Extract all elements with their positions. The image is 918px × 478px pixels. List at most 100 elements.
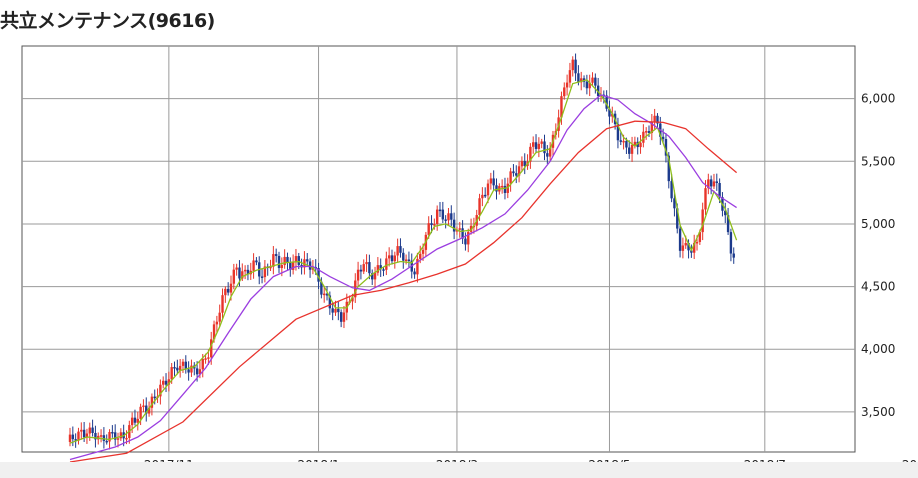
candle-body — [639, 142, 642, 148]
candle-body — [664, 138, 668, 156]
y-tick-label: 4,500 — [861, 280, 895, 294]
candle-body — [427, 223, 430, 235]
candle-body — [419, 253, 422, 259]
candle-body — [532, 142, 535, 147]
grid-lines — [22, 46, 855, 452]
candle-body — [619, 140, 622, 142]
candle-body — [241, 271, 244, 279]
candle-body — [108, 432, 111, 442]
candle-body — [325, 293, 329, 296]
candle-body — [130, 417, 134, 426]
candle-body — [150, 396, 154, 408]
candle-body — [452, 219, 456, 232]
candle-body — [255, 260, 258, 263]
candle-body — [297, 256, 300, 265]
candle-body — [308, 261, 312, 270]
candle-body — [467, 231, 470, 245]
y-tick-label: 6,000 — [861, 92, 895, 106]
candle-body — [478, 198, 481, 216]
candle-body — [164, 380, 168, 385]
candle-body — [435, 209, 439, 225]
candle-body — [354, 280, 357, 298]
candle-body — [523, 161, 526, 166]
candle-body — [133, 417, 137, 423]
candle-body — [317, 268, 320, 282]
candle-body — [616, 124, 620, 141]
candle-body — [246, 269, 250, 275]
candle-body — [113, 432, 117, 440]
candle-body — [560, 96, 563, 118]
candle-body — [724, 210, 727, 216]
candle-body — [272, 254, 275, 267]
candle-body — [320, 281, 323, 295]
candle-body — [178, 365, 182, 371]
candle-body — [492, 178, 495, 186]
candle-body — [368, 262, 371, 274]
candle-body — [286, 256, 289, 263]
candle-body — [362, 264, 365, 272]
candle-body — [695, 241, 699, 244]
candle-body — [543, 141, 546, 154]
candle-body — [373, 272, 377, 280]
candle-body — [438, 209, 442, 212]
candle-body — [306, 259, 309, 262]
candle-body — [229, 283, 233, 293]
candle-body — [585, 81, 589, 89]
candle-body — [119, 432, 123, 439]
candle-body — [489, 178, 493, 184]
candle-body — [139, 406, 142, 419]
candle-body — [142, 405, 145, 408]
candle-body — [351, 297, 354, 302]
candle-body — [421, 249, 425, 254]
candle-body — [365, 262, 368, 265]
candle-body — [77, 431, 80, 441]
y-tick-label: 3,500 — [861, 405, 895, 419]
candle-body — [382, 269, 385, 271]
candle-body — [339, 312, 343, 322]
candle-body — [80, 429, 83, 432]
candle-body — [698, 232, 702, 242]
candle-body — [235, 267, 238, 270]
candle-body — [371, 273, 374, 280]
candle-body — [701, 209, 704, 233]
candle-body — [153, 396, 156, 399]
candle-body — [243, 269, 247, 272]
candle-body — [170, 367, 173, 380]
candle-body — [481, 194, 484, 199]
candle-body — [102, 435, 106, 441]
candle-body — [469, 225, 473, 232]
candle-body — [529, 146, 532, 162]
candle-body — [379, 265, 382, 270]
candle-body — [684, 243, 687, 246]
candle-body — [91, 427, 94, 433]
candle-body — [68, 434, 72, 442]
candle-body — [726, 215, 730, 233]
moving-average-lines — [69, 79, 738, 463]
candle-body — [444, 219, 447, 221]
candle-body — [393, 255, 397, 262]
candle-body — [687, 243, 690, 251]
y-tick-label: 4,000 — [861, 342, 895, 356]
candle-body — [416, 258, 419, 275]
candle-body — [413, 271, 416, 275]
candle-body — [356, 269, 360, 281]
candle-body — [331, 308, 334, 313]
candle-body — [238, 267, 241, 279]
candle-body — [670, 181, 673, 199]
candle-body — [334, 308, 337, 313]
candle-body — [540, 141, 543, 144]
candle-body — [591, 77, 594, 83]
candle-body — [173, 367, 176, 369]
candle-body — [289, 262, 292, 270]
candle-body — [105, 440, 108, 443]
candle-body — [633, 141, 637, 145]
candle-body — [210, 339, 213, 358]
candle-body — [402, 252, 405, 261]
candle-body — [399, 246, 402, 253]
candle-body — [515, 173, 518, 176]
candle-body — [596, 85, 600, 97]
candle-body — [622, 140, 625, 143]
chart-title: 共立メンテナンス(9616) — [0, 10, 215, 32]
candle-body — [503, 185, 507, 193]
candle-body — [294, 256, 298, 263]
